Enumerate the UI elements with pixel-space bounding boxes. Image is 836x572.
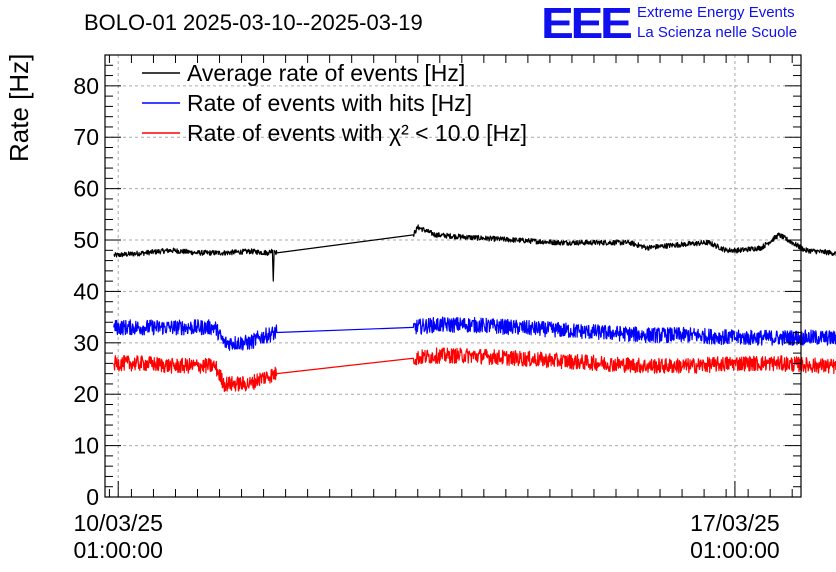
legend-label: Rate of events with hits [Hz] bbox=[187, 90, 472, 116]
x-tick-label-time: 01:00:00 bbox=[690, 537, 780, 563]
y-axis-label: Rate [Hz] bbox=[4, 53, 34, 162]
series-line bbox=[113, 347, 836, 393]
y-tick-label: 0 bbox=[86, 484, 99, 510]
legend: Average rate of events [Hz] Rate of event… bbox=[142, 60, 527, 146]
y-ticks: 0 10 20 30 40 50 60 70 80 bbox=[73, 64, 801, 510]
series-2 bbox=[113, 316, 836, 351]
y-tick-label: 20 bbox=[73, 381, 99, 407]
logo-line-1: Extreme Energy Events bbox=[637, 4, 795, 21]
y-tick-label: 80 bbox=[73, 73, 99, 99]
chart-title: BOLO-01 2025-03-10--2025-03-19 bbox=[84, 10, 423, 35]
series-1 bbox=[113, 224, 836, 282]
x-tick-label-time: 01:00:00 bbox=[73, 537, 163, 563]
eee-logo-text: Extreme Energy Events La Scienza nelle S… bbox=[637, 3, 797, 43]
x-tick-label-date: 17/03/25 bbox=[690, 510, 780, 536]
series-3 bbox=[113, 347, 836, 393]
y-tick-label: 10 bbox=[73, 433, 99, 459]
plot-frame bbox=[104, 54, 802, 498]
logo-line-2: La Scienza nelle Scuole bbox=[637, 24, 798, 41]
eee-logo-mark: EEE bbox=[541, 0, 633, 48]
grid bbox=[105, 55, 801, 497]
x-tick-label-date: 10/03/25 bbox=[73, 510, 163, 536]
series-line bbox=[113, 316, 836, 351]
y-tick-label: 70 bbox=[73, 124, 99, 150]
series-line bbox=[113, 224, 836, 282]
y-tick-label: 30 bbox=[73, 330, 99, 356]
y-tick-label: 60 bbox=[73, 176, 99, 202]
legend-label: Average rate of events [Hz] bbox=[187, 60, 465, 86]
legend-label: Rate of events with χ² < 10.0 [Hz] bbox=[187, 120, 527, 146]
y-tick-label: 50 bbox=[73, 227, 99, 253]
y-tick-label: 40 bbox=[73, 278, 99, 304]
